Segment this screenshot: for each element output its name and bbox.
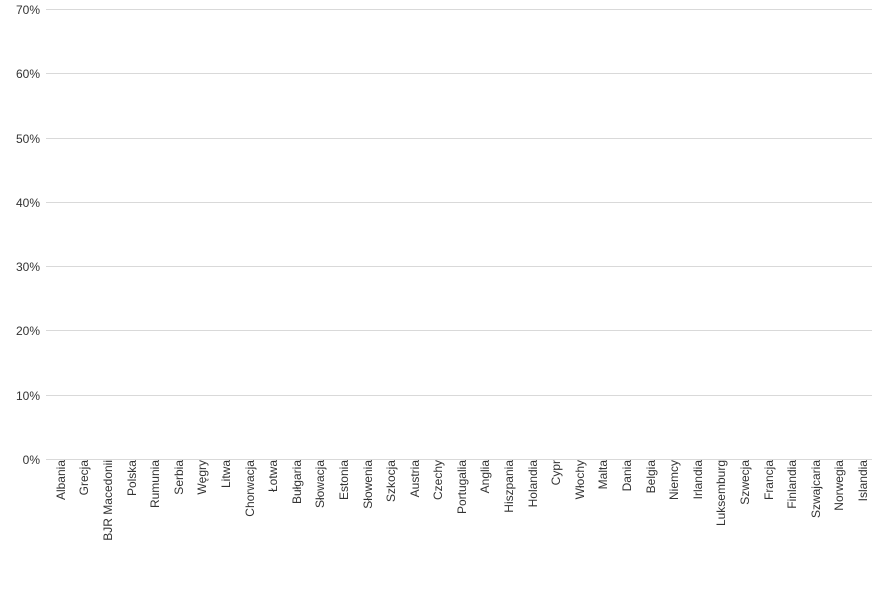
gridline xyxy=(46,459,872,460)
x-axis-label: Szkocja xyxy=(378,460,398,502)
y-axis-label: 40% xyxy=(16,196,46,210)
x-axis-label: Cypr xyxy=(543,460,563,485)
x-axis-label: Słowacja xyxy=(307,460,327,508)
gridline xyxy=(46,330,872,331)
y-axis-label: 10% xyxy=(16,389,46,403)
x-axis-label: Szwecja xyxy=(732,460,752,505)
x-axis-label: Szwajcaria xyxy=(803,460,823,518)
x-axis-label: Dania xyxy=(614,460,634,491)
gridline xyxy=(46,138,872,139)
x-axis-label: Malta xyxy=(590,460,610,489)
x-axis-label: Francja xyxy=(756,460,776,500)
x-axis-label: Estonia xyxy=(331,460,351,500)
x-axis-label: Chorwacja xyxy=(237,460,257,517)
y-axis-label: 30% xyxy=(16,260,46,274)
x-axis-label: BJR Macedonii xyxy=(95,460,115,541)
x-axis-label: Niemcy xyxy=(661,460,681,500)
x-axis-label: Bułgaria xyxy=(284,460,304,504)
x-axis-label: Holandia xyxy=(520,460,540,507)
x-axis-label: Austria xyxy=(402,460,422,497)
x-axis-label: Słowenia xyxy=(355,460,375,509)
x-axis-label: Serbia xyxy=(166,460,186,495)
bars-region: AlbaniaGrecjaBJR MacedoniiPolskaRumuniaS… xyxy=(46,10,872,460)
x-axis-label: Luksemburg xyxy=(708,460,728,526)
x-axis-label: Anglia xyxy=(472,460,492,493)
x-axis-label: Włochy xyxy=(567,460,587,499)
x-axis-label: Węgry xyxy=(189,460,209,495)
x-axis-label: Polska xyxy=(119,460,139,496)
gridline xyxy=(46,9,872,10)
x-axis-label: Irlandia xyxy=(685,460,705,499)
chart-container: AlbaniaGrecjaBJR MacedoniiPolskaRumuniaS… xyxy=(0,0,882,596)
y-axis-label: 0% xyxy=(23,453,46,467)
x-axis-label: Grecja xyxy=(71,460,91,495)
x-axis-label: Czechy xyxy=(425,460,445,500)
y-axis-label: 70% xyxy=(16,3,46,17)
y-axis-label: 50% xyxy=(16,132,46,146)
x-axis-label: Norwegia xyxy=(826,460,846,511)
gridline xyxy=(46,73,872,74)
x-axis-label: Portugalia xyxy=(449,460,469,514)
y-axis-label: 20% xyxy=(16,324,46,338)
x-axis-label: Albania xyxy=(48,460,68,500)
y-axis-label: 60% xyxy=(16,67,46,81)
x-axis-label: Belgia xyxy=(638,460,658,493)
gridline xyxy=(46,395,872,396)
x-axis-label: Litwa xyxy=(213,460,233,488)
x-axis-label: Finlandia xyxy=(779,460,799,509)
x-axis-label: Hiszpania xyxy=(496,460,516,513)
x-axis-label: Rumunia xyxy=(142,460,162,508)
x-axis-label: Łotwa xyxy=(260,460,280,492)
gridline xyxy=(46,202,872,203)
x-axis-label: Islandia xyxy=(850,460,870,501)
gridline xyxy=(46,266,872,267)
plot-area: AlbaniaGrecjaBJR MacedoniiPolskaRumuniaS… xyxy=(46,10,872,460)
